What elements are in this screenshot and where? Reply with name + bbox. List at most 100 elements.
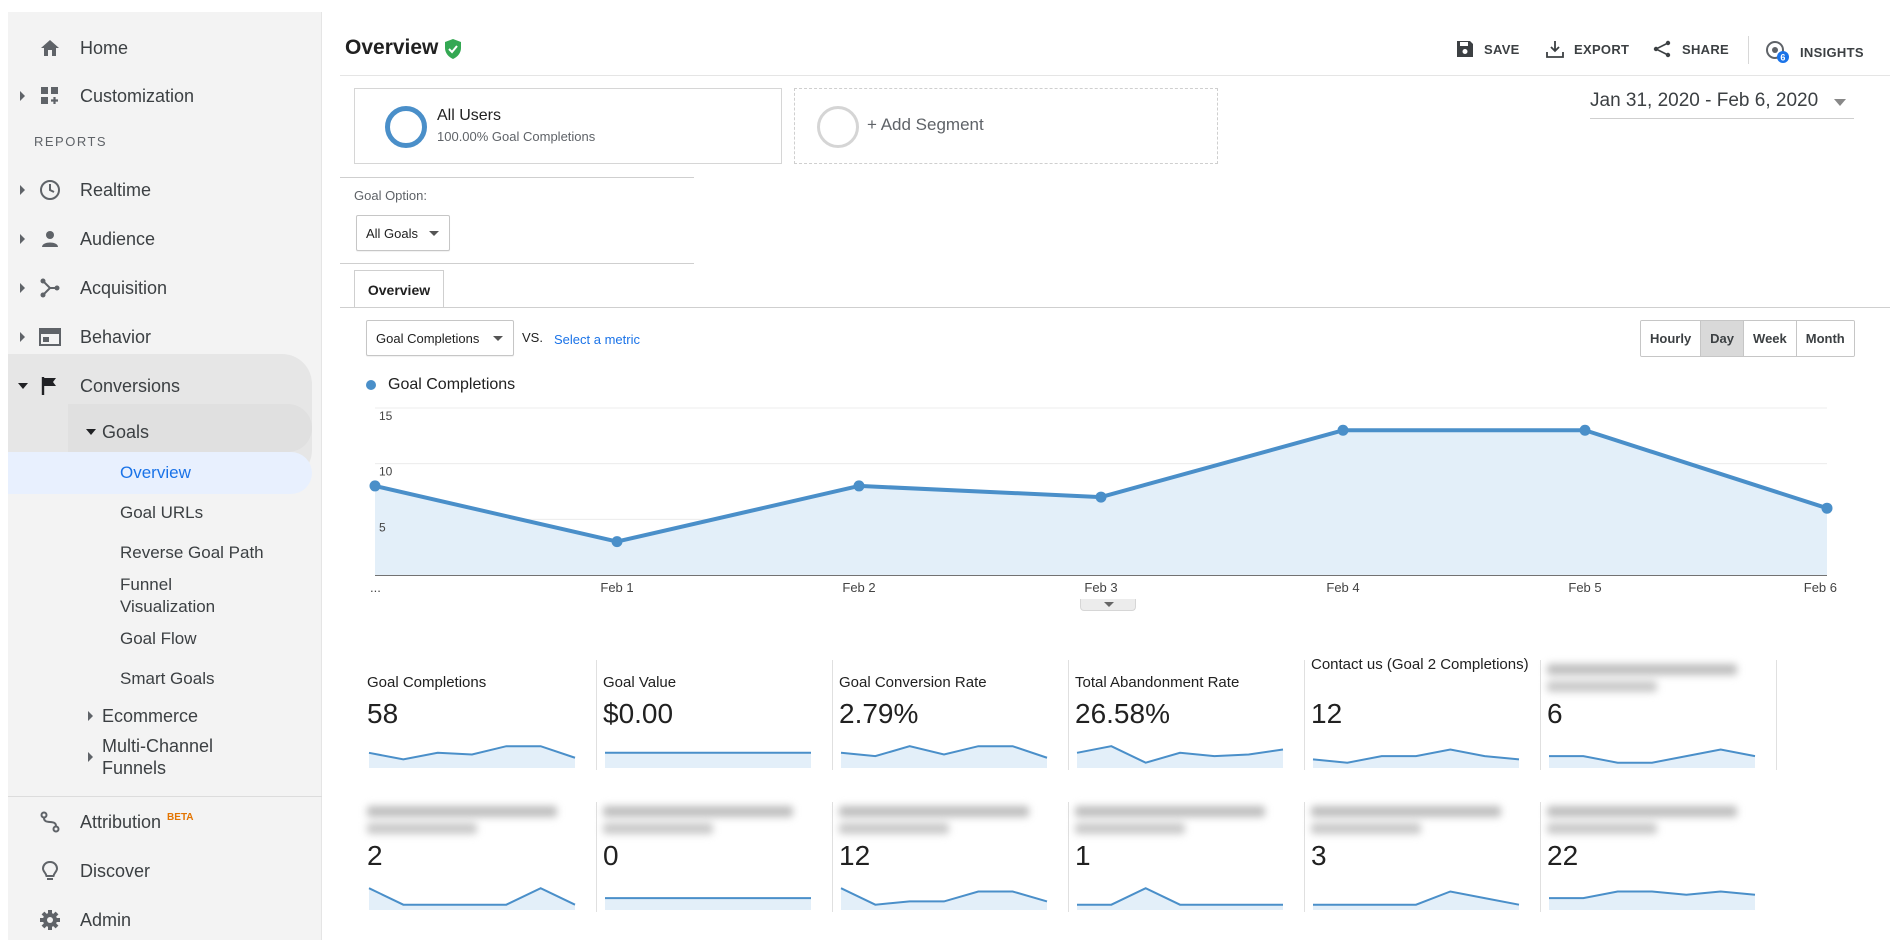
- scorecard-label-redacted: [367, 800, 587, 834]
- data-point: [1337, 424, 1349, 436]
- sidebar-item-admin[interactable]: Admin: [8, 896, 322, 944]
- insights-button[interactable]: 6 INSIGHTS: [1764, 40, 1864, 64]
- scorecard[interactable]: 22: [1541, 798, 1777, 910]
- sidebar-item-goal-flow[interactable]: Goal Flow: [120, 629, 197, 648]
- expand-caret-icon[interactable]: [88, 711, 93, 721]
- scorecard[interactable]: 0: [597, 798, 833, 912]
- scorecard[interactable]: 3: [1305, 798, 1541, 912]
- save-button[interactable]: SAVE: [1456, 40, 1520, 58]
- scorecard[interactable]: Contact us (Goal 2 Completions) 12: [1305, 656, 1541, 770]
- data-point: [369, 480, 381, 492]
- sidebar-item-funnel-visualization[interactable]: Funnel Visualization: [120, 575, 216, 616]
- scorecard[interactable]: 2: [361, 798, 597, 912]
- legend-label: Goal Completions: [388, 376, 516, 393]
- sidebar-item-conversions[interactable]: Conversions: [8, 362, 322, 410]
- flag-icon: [38, 374, 62, 398]
- tab-overview[interactable]: Overview: [354, 270, 444, 308]
- legend-dot: [366, 380, 376, 390]
- dashboard-icon: [38, 84, 62, 108]
- collapse-caret-icon[interactable]: [86, 429, 96, 435]
- section-divider: [340, 263, 694, 264]
- expand-caret-icon[interactable]: [88, 752, 93, 762]
- expand-caret-icon[interactable]: [20, 332, 25, 342]
- sidebar-item-goals[interactable]: Goals: [8, 408, 322, 456]
- chart-expand-handle[interactable]: [1080, 599, 1136, 611]
- select-metric-link[interactable]: Select a metric: [554, 332, 640, 347]
- verified-shield-icon: [444, 38, 462, 65]
- data-point: [1821, 502, 1833, 514]
- add-segment-label: + Add Segment: [867, 115, 984, 134]
- sparkline-area: [1077, 746, 1283, 768]
- scorecard[interactable]: Goal Completions 58: [361, 656, 597, 770]
- scorecard[interactable]: Total Abandonment Rate 26.58%: [1069, 656, 1305, 770]
- goal-option-select[interactable]: All Goals: [356, 215, 450, 251]
- sparkline-area: [1549, 749, 1755, 768]
- sidebar-item-realtime[interactable]: Realtime: [8, 166, 322, 214]
- chevron-down-icon[interactable]: [1834, 99, 1846, 106]
- sidebar-item-goal-urls[interactable]: Goal URLs: [120, 503, 204, 522]
- sidebar-divider: [8, 796, 322, 797]
- sidebar: Home Customization REPORTS Realtime Audi…: [8, 12, 322, 940]
- sparkline-area: [841, 888, 1047, 910]
- x-tick-label: Feb 2: [842, 580, 875, 595]
- sparkline-area: [369, 746, 575, 768]
- scorecard-label: Goal Completions: [367, 674, 487, 691]
- scorecard[interactable]: 12: [833, 798, 1069, 912]
- sidebar-item-multichannel[interactable]: Multi-Channel Funnels: [8, 732, 322, 782]
- sidebar-item-home[interactable]: Home: [8, 24, 322, 72]
- share-button[interactable]: SHARE: [1652, 40, 1729, 58]
- report-header: Overview SAVE EXPORT SHARE 6 INSIGHTS: [340, 12, 1890, 76]
- scorecard[interactable]: Goal Conversion Rate 2.79%: [833, 656, 1069, 770]
- collapse-caret-icon[interactable]: [18, 383, 28, 389]
- sidebar-item-label: Ecommerce: [102, 705, 199, 726]
- scorecard[interactable]: 1: [1069, 798, 1305, 912]
- sidebar-item-discover[interactable]: Discover: [8, 847, 322, 895]
- date-range-picker[interactable]: Jan 31, 2020 - Feb 6, 2020: [1590, 90, 1819, 111]
- scorecard-divider: [832, 802, 833, 912]
- y-tick-label: 15: [379, 409, 393, 423]
- sparkline-area: [605, 898, 811, 910]
- sidebar-item-acquisition[interactable]: Acquisition: [8, 264, 322, 312]
- expand-caret-icon[interactable]: [20, 91, 25, 101]
- sidebar-item-reverse-goal-path[interactable]: Reverse Goal Path: [120, 543, 264, 562]
- week-button[interactable]: Week: [1744, 321, 1797, 356]
- gear-icon: [38, 908, 62, 932]
- add-segment-button[interactable]: + Add Segment: [794, 88, 1218, 164]
- sparkline-line: [1077, 887, 1283, 906]
- sidebar-item-attribution[interactable]: Attribution BETA: [8, 798, 322, 846]
- hourly-button[interactable]: Hourly: [1641, 321, 1702, 356]
- scorecard-divider: [1068, 660, 1069, 770]
- day-button[interactable]: Day: [1701, 321, 1745, 356]
- scorecard-divider: [1540, 802, 1541, 912]
- scorecard-value: 3: [1311, 840, 1327, 871]
- section-divider: [340, 177, 694, 178]
- granularity-toggle: Hourly Day Week Month: [1640, 320, 1855, 357]
- scorecard[interactable]: Goal Value $0.00: [597, 656, 833, 770]
- sidebar-item-customization[interactable]: Customization: [8, 72, 322, 120]
- sparkline: [368, 745, 576, 768]
- expand-caret-icon[interactable]: [20, 234, 25, 244]
- scorecard-value: 12: [1311, 698, 1343, 729]
- metric-select[interactable]: Goal Completions: [366, 320, 514, 356]
- acquisition-icon: [38, 276, 62, 300]
- month-button[interactable]: Month: [1796, 321, 1854, 356]
- chart-legend: Goal Completions: [366, 376, 515, 394]
- sidebar-item-label: Attribution BETA: [80, 812, 194, 833]
- sidebar-item-audience[interactable]: Audience: [8, 215, 322, 263]
- expand-caret-icon[interactable]: [20, 185, 25, 195]
- scorecard-divider: [832, 660, 833, 770]
- sidebar-item-goals-overview[interactable]: Overview: [120, 463, 191, 482]
- scorecard[interactable]: 6: [1541, 656, 1777, 770]
- sparkline: [368, 887, 576, 910]
- scorecard-divider: [596, 660, 597, 770]
- sidebar-item-ecommerce[interactable]: Ecommerce: [8, 692, 322, 740]
- segment-all-users[interactable]: All Users 100.00% Goal Completions: [354, 88, 782, 164]
- export-button[interactable]: EXPORT: [1546, 40, 1629, 58]
- sidebar-item-smart-goals[interactable]: Smart Goals: [120, 669, 215, 688]
- tab-underline: [340, 307, 1890, 308]
- expand-caret-icon[interactable]: [20, 283, 25, 293]
- scorecard-value: 0: [603, 840, 619, 871]
- goal-option-label: Goal Option:: [354, 188, 427, 203]
- sidebar-item-behavior[interactable]: Behavior: [8, 313, 322, 361]
- sparkline-line: [1549, 890, 1756, 900]
